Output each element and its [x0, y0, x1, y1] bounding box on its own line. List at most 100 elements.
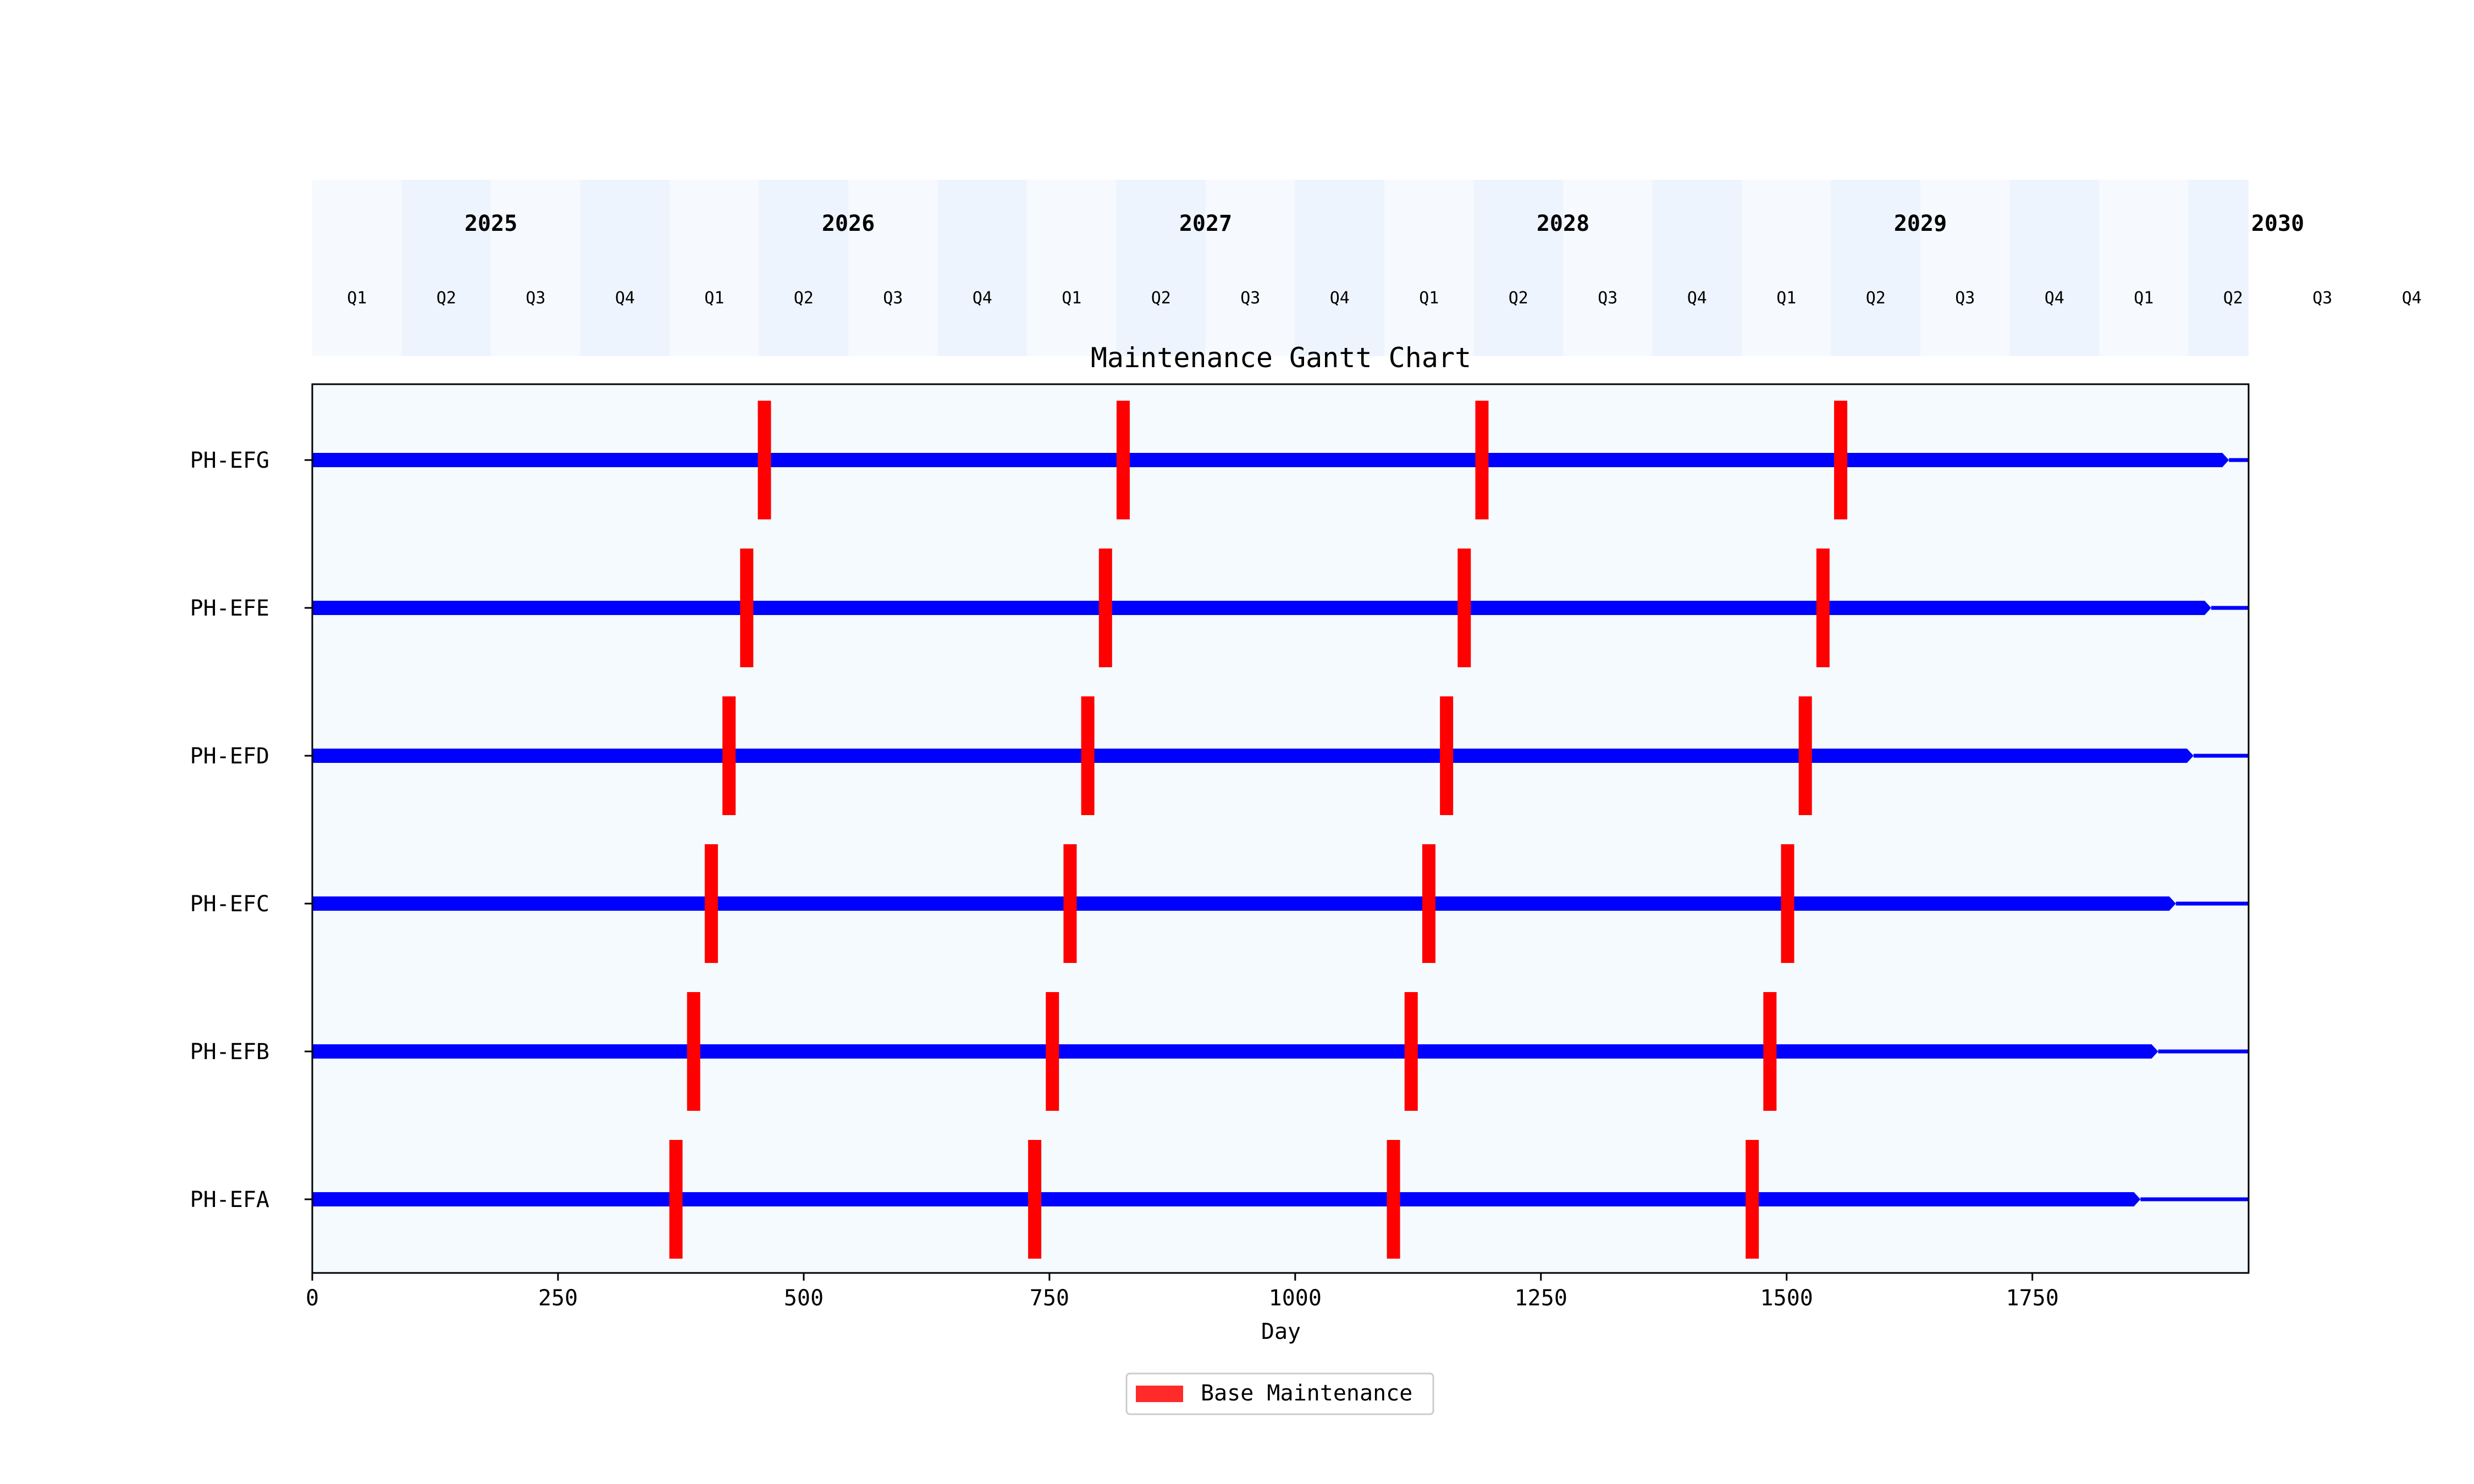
- quarter-label: Q1: [2134, 289, 2153, 308]
- legend: Base Maintenance: [1125, 1372, 1434, 1415]
- quarter-label: Q4: [1687, 289, 1707, 308]
- quarter-band: [1027, 180, 1117, 356]
- quarter-band: [312, 180, 402, 356]
- aircraft-row: PH-EFB: [190, 992, 2249, 1111]
- quarter-label: Q2: [2223, 289, 2243, 308]
- quarter-band: [937, 180, 1027, 356]
- quarter-label: Q3: [1240, 289, 1260, 308]
- x-tick-label: 750: [1030, 1286, 1069, 1311]
- maintenance-bar: [1457, 549, 1471, 667]
- quarter-band: [759, 180, 848, 356]
- quarter-label: Q1: [1419, 289, 1439, 308]
- quarter-band: [1295, 180, 1384, 356]
- quarter-band: [1473, 180, 1563, 356]
- quarter-label: Q1: [704, 289, 724, 308]
- x-tick-label: 1750: [2006, 1286, 2059, 1311]
- maintenance-bar: [1798, 696, 1812, 815]
- quarter-label: Q4: [973, 289, 992, 308]
- quarter-band: [670, 180, 759, 356]
- quarter-band: [1206, 180, 1295, 356]
- legend-label: Base Maintenance: [1201, 1381, 1412, 1406]
- x-axis: 0 250 500 750 1000 1250 1500 1750: [306, 1273, 2059, 1311]
- quarter-band: [2188, 180, 2249, 356]
- x-tick-label: 500: [784, 1286, 824, 1311]
- maintenance-bar: [1098, 549, 1112, 667]
- quarter-band: [2009, 180, 2099, 356]
- quarter-band: [1384, 180, 1474, 356]
- quarter-label: Q3: [526, 289, 545, 308]
- quarter-label: Q3: [1955, 289, 1975, 308]
- quarter-label: Q3: [883, 289, 903, 308]
- y-tick-label: PH-EFD: [190, 744, 270, 769]
- maintenance-bar: [1746, 1140, 1759, 1259]
- quarter-label: Q2: [437, 289, 456, 308]
- quarter-band: [580, 180, 670, 356]
- quarter-band: [2099, 180, 2189, 356]
- quarter-band: [1831, 180, 1920, 356]
- maintenance-bar: [1116, 401, 1130, 519]
- quarter-band: [491, 180, 581, 356]
- aircraft-rows: PH-EFA PH-EFB PH-EFC PH-EFD PH-EFE PH-EFG: [190, 401, 2249, 1259]
- maintenance-bar: [1422, 844, 1435, 963]
- quarter-label: Q3: [1598, 289, 1617, 308]
- year-label: 2029: [1894, 211, 1947, 236]
- quarter-label: Q2: [794, 289, 814, 308]
- timeline-bar: [312, 601, 2212, 615]
- maintenance-bar: [1046, 992, 1059, 1111]
- timeline-bar: [312, 896, 2176, 911]
- timeline-bar: [312, 453, 2229, 467]
- quarter-label: Q1: [1776, 289, 1796, 308]
- quarter-label: Q4: [615, 289, 635, 308]
- x-tick-label: 0: [306, 1286, 319, 1311]
- maintenance-bar: [1063, 844, 1077, 963]
- x-tick-label: 1500: [1760, 1286, 1813, 1311]
- maintenance-bar: [1475, 401, 1489, 519]
- year-label: 2025: [465, 211, 517, 236]
- timeline-header-bands: [312, 180, 2249, 356]
- plot-frame: [311, 383, 2250, 1274]
- quarter-label: Q2: [1866, 289, 1886, 308]
- quarter-label: Q2: [1151, 289, 1171, 308]
- timeline-bar: [312, 1044, 2158, 1059]
- maintenance-bar: [722, 696, 736, 815]
- maintenance-bar: [1081, 696, 1095, 815]
- chart-title: Maintenance Gantt Chart: [1091, 342, 1471, 374]
- maintenance-bar: [1028, 1140, 1042, 1259]
- quarter-label: Q4: [2402, 289, 2422, 308]
- aircraft-row: PH-EFD: [190, 696, 2249, 815]
- aircraft-row: PH-EFE: [190, 549, 2249, 667]
- aircraft-row: PH-EFG: [190, 401, 2249, 519]
- y-tick-label: PH-EFE: [190, 596, 270, 621]
- year-label: 2030: [2251, 211, 2304, 236]
- quarter-band: [1920, 180, 2010, 356]
- quarter-band: [848, 180, 938, 356]
- year-label: 2028: [1537, 211, 1589, 236]
- y-tick-label: PH-EFC: [190, 891, 270, 917]
- y-tick-label: PH-EFA: [190, 1187, 270, 1212]
- aircraft-row: PH-EFC: [190, 844, 2249, 963]
- plot-area: [312, 384, 2249, 1273]
- quarter-label: Q2: [1509, 289, 1528, 308]
- maintenance-bar: [687, 992, 700, 1111]
- y-tick-label: PH-EFG: [190, 448, 270, 473]
- legend-box: [1125, 1372, 1434, 1415]
- maintenance-bar: [1834, 401, 1848, 519]
- maintenance-bar: [1387, 1140, 1400, 1259]
- maintenance-bar: [1763, 992, 1777, 1111]
- x-tick-label: 250: [538, 1286, 578, 1311]
- maintenance-bar: [669, 1140, 683, 1259]
- maintenance-bar: [740, 549, 754, 667]
- quarter-band: [1116, 180, 1206, 356]
- maintenance-bar: [704, 844, 718, 963]
- y-tick-label: PH-EFB: [190, 1039, 270, 1065]
- year-label: 2027: [1179, 211, 1232, 236]
- quarter-band: [1742, 180, 1831, 356]
- timeline-bar: [312, 1192, 2141, 1206]
- aircraft-row: PH-EFA: [190, 1140, 2249, 1259]
- x-tick-label: 1250: [1515, 1286, 1567, 1311]
- maintenance-bar: [1816, 549, 1830, 667]
- quarter-band: [1563, 180, 1653, 356]
- year-label: 2026: [822, 211, 875, 236]
- x-tick-label: 1000: [1269, 1286, 1322, 1311]
